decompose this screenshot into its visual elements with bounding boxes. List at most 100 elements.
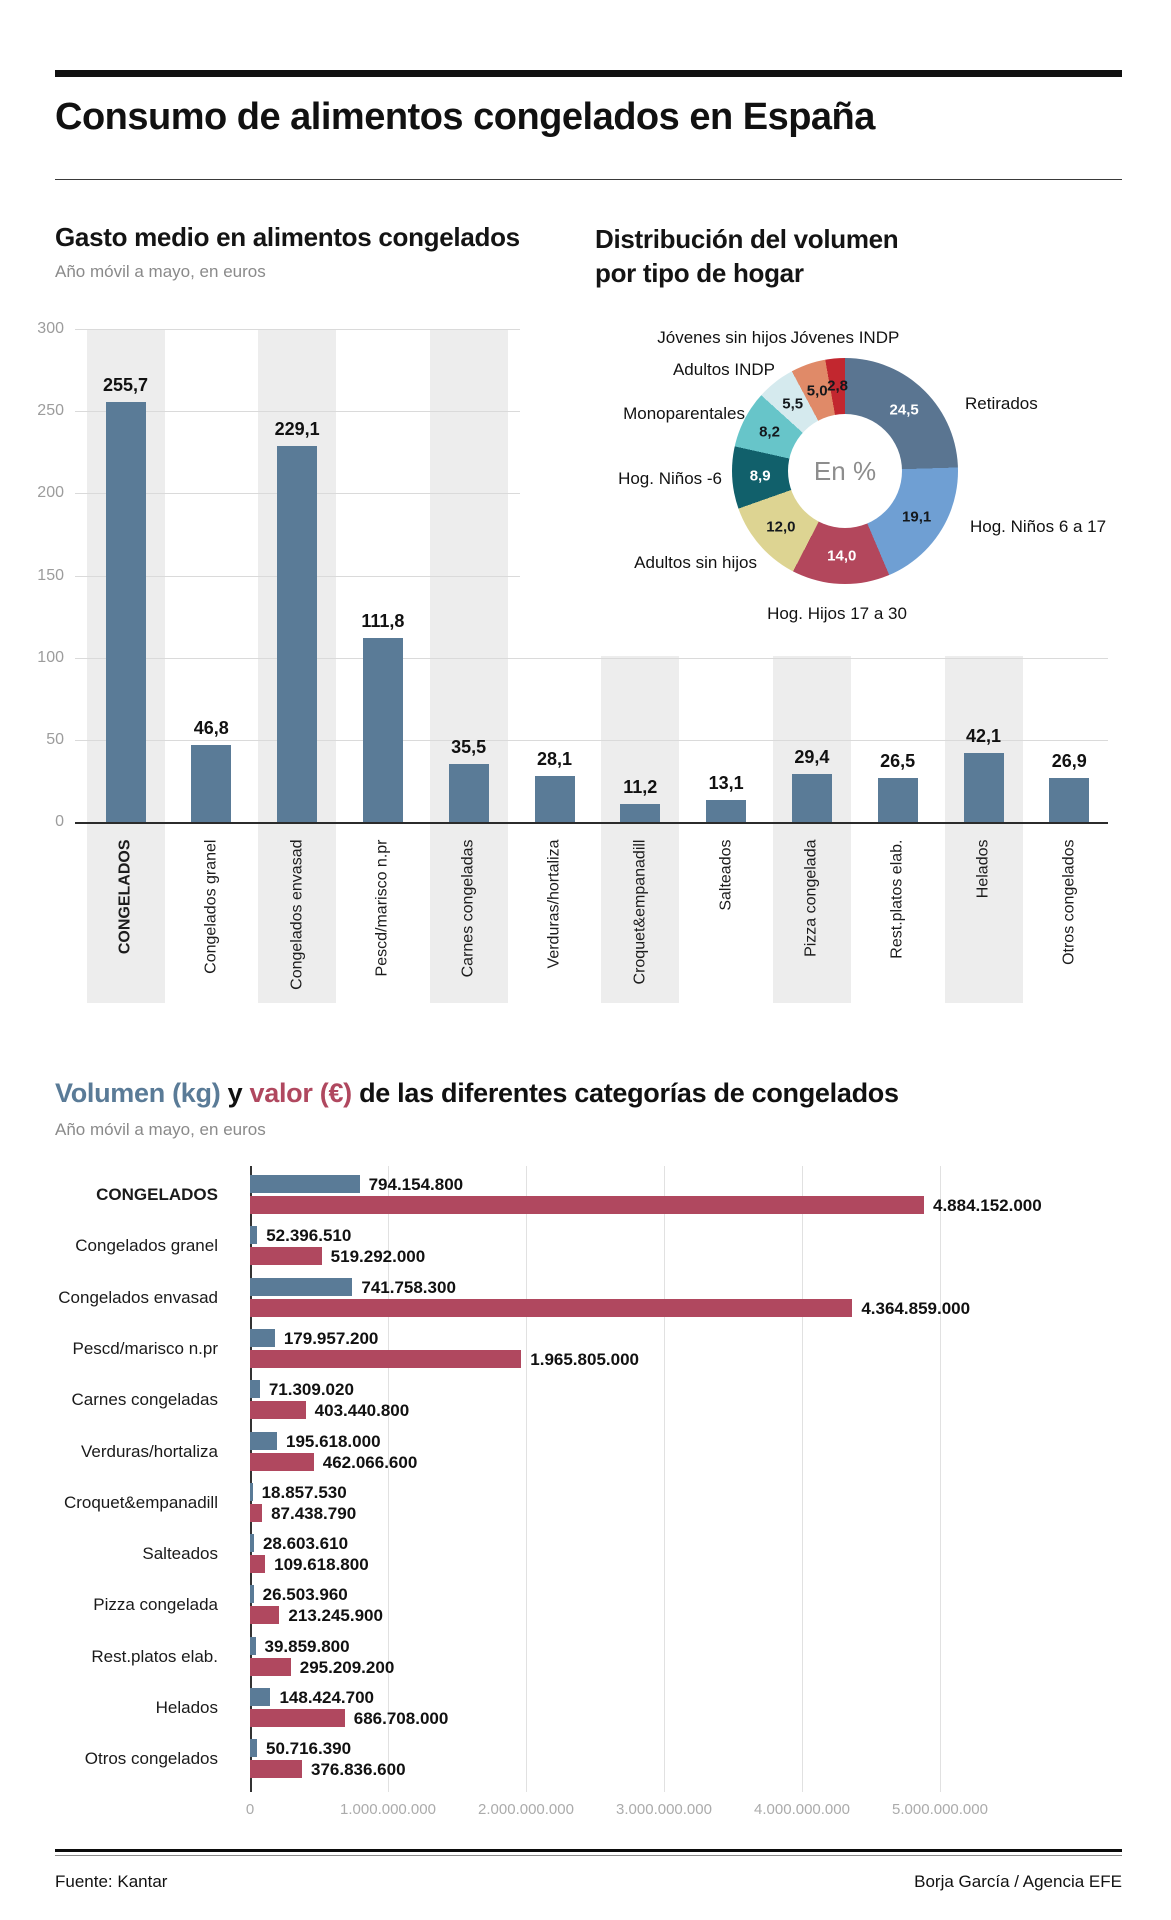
author-credit: Borja García / Agencia EFE — [914, 1872, 1122, 1891]
bar — [877, 778, 918, 822]
row-label: Carnes congeladas — [71, 1390, 218, 1410]
value-value-label: 4.364.859.000 — [861, 1298, 971, 1318]
gridline — [940, 1166, 941, 1792]
y-tick-label: 300 — [37, 320, 64, 337]
bar — [277, 445, 318, 822]
bar-value-label: 111,8 — [361, 611, 405, 632]
value-bar — [250, 1349, 522, 1368]
slice-label: Hog. Niños -6 — [618, 469, 722, 488]
bar-value-label: 46,8 — [193, 718, 229, 739]
value-bar — [250, 1247, 322, 1266]
value-bar — [250, 1196, 924, 1214]
x-tick-label: 0 — [245, 1801, 255, 1818]
row-label: Helados — [155, 1698, 218, 1717]
bar — [362, 638, 403, 822]
value-value-label: 686.708.000 — [353, 1709, 449, 1728]
bar — [963, 752, 1004, 822]
donut-title-line2: por tipo de hogar — [595, 258, 804, 288]
volume-bar — [250, 1688, 271, 1706]
x-tick-label: 3.000.000.000 — [616, 1801, 712, 1818]
slice-label: Jóvenes INDP — [790, 328, 900, 347]
slice-label: Retirados — [965, 394, 1038, 413]
y-tick-label: 150 — [37, 566, 64, 584]
bar — [191, 745, 232, 822]
bar — [791, 773, 832, 822]
donut-chart-title: Distribución del volumen por tipo de hog… — [595, 222, 899, 290]
row-label: Otros congelados — [84, 1749, 218, 1769]
title-divider — [55, 179, 1122, 180]
row-label: Congelados envasad — [58, 1287, 218, 1307]
top-rule — [55, 70, 1122, 77]
gridline — [75, 657, 1108, 659]
title-part-valor: valor (€) — [249, 1078, 353, 1108]
bar — [706, 800, 747, 822]
gridline — [250, 1166, 252, 1792]
slice-label: Adultos INDP — [672, 360, 775, 379]
gasto-chart-title: Gasto medio en alimentos congelados — [55, 222, 520, 252]
bar-value-label: 26,5 — [880, 751, 916, 772]
volume-value-label: 741.758.300 — [361, 1277, 456, 1297]
row-label: Rest.platos elab. — [91, 1646, 218, 1666]
bar-value-label: 28,1 — [536, 748, 573, 769]
bar-value-label: 42,1 — [965, 725, 1002, 746]
value-bar — [250, 1709, 345, 1727]
slice-label: Monoparentales — [623, 404, 745, 423]
value-value-label: 4.884.152.000 — [933, 1196, 1042, 1215]
volume-value-label: 148.424.700 — [279, 1688, 375, 1707]
column-stripe — [429, 329, 508, 1003]
volume-value-label: 179.957.200 — [283, 1328, 379, 1348]
volume-value-label: 50.716.390 — [265, 1739, 352, 1759]
value-value-label: 295.209.200 — [299, 1657, 395, 1677]
volume-value-label: 28.603.610 — [262, 1534, 349, 1554]
slice-value-label: 5,5 — [782, 395, 804, 413]
volume-bar — [250, 1175, 360, 1193]
title-part-conj: y — [220, 1078, 250, 1108]
title-part-volumen: Volumen (kg) — [55, 1078, 221, 1108]
slice-label: Adultos sin hijos — [634, 553, 757, 572]
bar-value-label: 13,1 — [708, 773, 744, 794]
gasto-chart-subtitle: Año móvil a mayo, en euros — [55, 262, 266, 281]
slice-label: Hog. Hijos 17 a 30 — [767, 604, 907, 623]
slice-value-label: 8,2 — [759, 423, 780, 441]
x-tick-label: 1.000.000.000 — [340, 1801, 436, 1818]
bar — [1049, 777, 1090, 822]
page-title: Consumo de alimentos congelados en Españ… — [55, 96, 875, 138]
value-bar — [250, 1760, 302, 1779]
volume-bar — [250, 1636, 256, 1655]
value-bar — [250, 1298, 853, 1317]
volume-bar — [250, 1380, 260, 1399]
value-value-label: 376.836.600 — [311, 1760, 406, 1780]
volume-value-label: 794.154.800 — [368, 1175, 464, 1194]
bar — [620, 803, 661, 822]
volume-value-label: 39.859.800 — [264, 1636, 350, 1656]
x-tick-label: 4.000.000.000 — [754, 1801, 850, 1818]
volume-bar — [250, 1534, 254, 1553]
volume-value-label: 195.618.000 — [285, 1431, 381, 1451]
slice-value-label: 12,0 — [766, 518, 796, 536]
value-value-label: 403.440.800 — [314, 1401, 410, 1421]
value-value-label: 87.438.790 — [271, 1503, 357, 1523]
row-label: Pescd/marisco n.pr — [72, 1338, 219, 1358]
y-tick-label: 0 — [55, 813, 64, 830]
volume-value-label: 18.857.530 — [261, 1482, 347, 1502]
bar — [105, 401, 146, 822]
bar-value-label: 11,2 — [623, 776, 658, 797]
source-credit: Fuente: Kantar — [55, 1872, 168, 1891]
slice-value-label: 24,5 — [889, 401, 919, 419]
row-label: Salteados — [142, 1544, 218, 1564]
value-bar — [250, 1401, 306, 1420]
volume-value-label: 52.396.510 — [266, 1226, 352, 1246]
volume-bar — [250, 1431, 277, 1450]
volume-bar — [250, 1739, 257, 1758]
volume-bar — [250, 1226, 258, 1245]
row-label: Pizza congelada — [93, 1595, 218, 1615]
gridline — [664, 1166, 665, 1792]
bar — [534, 775, 575, 822]
volume-value-label: 71.309.020 — [268, 1380, 354, 1400]
row-label: Verduras/hortaliza — [80, 1441, 218, 1461]
donut-title-line1: Distribución del volumen — [595, 224, 899, 254]
gridline — [75, 822, 1108, 824]
value-bar — [250, 1555, 266, 1574]
